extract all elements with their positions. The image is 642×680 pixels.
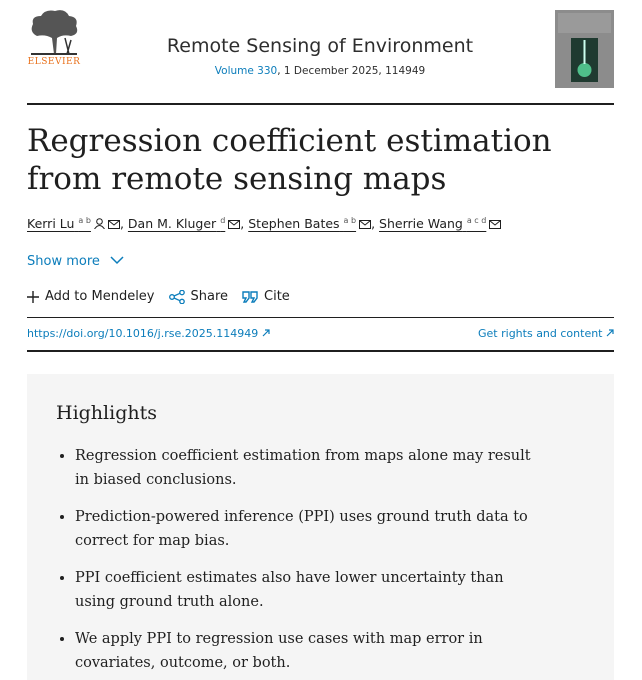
author-name[interactable]: Kerri Lu [27,216,75,232]
author[interactable]: Dan M. Kluger d [127,216,241,232]
issue-line: Volume 330, 1 December 2025, 114949 [110,65,530,77]
external-icon [606,329,614,337]
author-affiliations[interactable]: d [220,216,226,225]
rights-text[interactable]: Get rights and content [478,327,603,340]
author-separator: , [240,216,245,232]
action-button[interactable]: Cite [242,289,290,304]
highlights-heading: Highlights [56,402,157,424]
highlight-item: We apply PPI to regression use cases wit… [75,627,535,675]
highlights-list: Regression coefficient estimation from m… [56,444,535,680]
doi-top-rule [27,317,614,318]
highlights-box [27,374,614,680]
email-icon[interactable] [359,220,372,230]
chevron-icon [110,256,124,265]
external-icon [262,329,270,337]
person-icon[interactable] [94,218,105,230]
action-bar: Add to Mendeley Share Cite [27,289,290,304]
author-affiliations[interactable]: a b [78,216,91,225]
volume-link[interactable]: Volume 330 [214,65,278,77]
doi-bottom-rule [27,350,614,352]
share-icon [168,289,185,304]
highlight-item: Prediction-powered inference (PPI) uses … [75,505,535,553]
issue-info: , 1 December 2025, 114949 [277,65,426,77]
cite-icon [242,290,258,303]
rights-link[interactable]: Get rights and content [478,327,614,340]
author-list: Kerri Lu a b, Dan M. Kluger d, Stephen B… [27,216,502,232]
show-more-label[interactable]: Show more [27,254,100,269]
action-button[interactable]: Add to Mendeley [27,289,155,304]
highlight-item: PPI coefficient estimates also have lowe… [75,566,535,614]
article-title: Regression coefficient estimation from r… [27,123,552,197]
action-label[interactable]: Share [190,289,229,304]
publisher-logo [27,8,81,56]
author[interactable]: Stephen Bates a b [248,216,372,232]
author-affiliations[interactable]: a b [343,216,357,225]
journal-title[interactable]: Remote Sensing of Environment [166,35,474,57]
author-affiliations[interactable]: a c d [466,216,487,225]
author[interactable]: Kerri Lu a b [27,216,120,231]
author-name[interactable]: Dan M. Kluger [127,216,217,232]
plus-icon [27,290,39,303]
email-icon[interactable] [489,220,502,230]
publisher-name: ELSEVIER [27,57,81,67]
show-more[interactable]: Show more [27,254,124,269]
action-label[interactable]: Cite [264,289,290,304]
highlight-item: Regression coefficient estimation from m… [75,444,535,492]
author[interactable]: Sherrie Wang a c d [379,216,502,232]
author-name[interactable]: Stephen Bates [248,216,340,232]
author-name[interactable]: Sherrie Wang [379,216,463,232]
journal-cover[interactable] [555,10,614,88]
action-button[interactable]: Share [168,289,229,304]
doi-link[interactable]: https://doi.org/10.1016/j.rse.2025.11494… [27,327,270,340]
header-rule [27,103,614,105]
author-separator: , [119,216,124,232]
action-label[interactable]: Add to Mendeley [45,289,155,304]
email-icon[interactable] [228,220,241,230]
doi-text[interactable]: https://doi.org/10.1016/j.rse.2025.11494… [27,327,259,340]
email-icon[interactable] [107,220,120,230]
author-separator: , [371,216,376,232]
